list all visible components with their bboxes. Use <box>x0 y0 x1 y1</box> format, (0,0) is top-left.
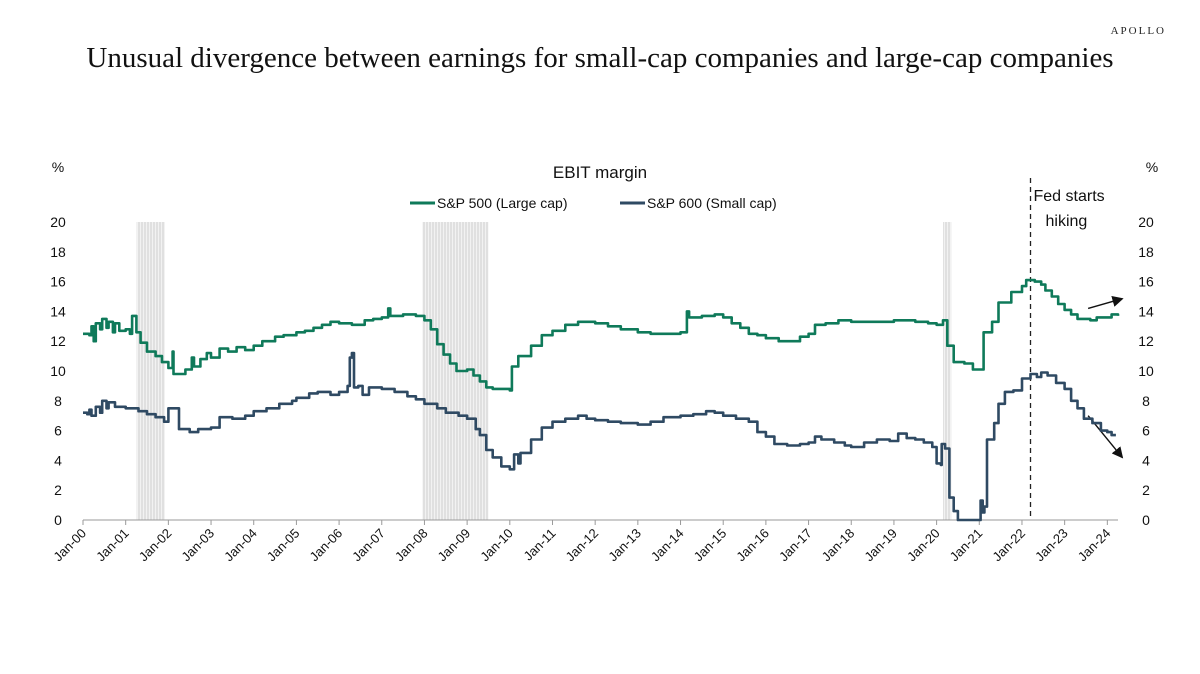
x-tick-Jan-06: Jan-06 <box>306 526 345 565</box>
annotation-text2-0: hiking <box>1046 213 1088 230</box>
x-tick-Jan-01: Jan-01 <box>93 526 132 565</box>
y-tick-right-14: 14 <box>1138 303 1154 319</box>
x-tick-Jan-00: Jan-00 <box>50 526 89 565</box>
chart-title: EBIT margin <box>553 163 647 182</box>
axis-ticks: 0 0 2 2 4 4 6 6 8 8 10 10 12 12 14 14 16 16 18 18 20 20 Jan-00… <box>50 214 1154 564</box>
recession-bands <box>136 222 952 520</box>
y-tick-right-16: 16 <box>1138 274 1154 290</box>
recession-band-2 <box>943 222 952 520</box>
x-tick-Jan-14: Jan-14 <box>648 526 687 565</box>
x-tick-Jan-07: Jan-07 <box>349 526 388 565</box>
trend-arrow-0 <box>1087 296 1124 310</box>
y-tick-left-20: 20 <box>50 214 66 230</box>
y-tick-right-6: 6 <box>1142 423 1150 439</box>
y-tick-left-8: 8 <box>54 393 62 409</box>
series-lines <box>83 278 1120 522</box>
legend-label-1: S&P 600 (Small cap) <box>647 195 777 211</box>
x-tick-Jan-24: Jan-24 <box>1075 526 1114 565</box>
x-tick-Jan-10: Jan-10 <box>477 526 516 565</box>
y-tick-right-4: 4 <box>1142 452 1150 468</box>
annotations: Fed starts hiking <box>1029 178 1124 520</box>
x-tick-Jan-15: Jan-15 <box>691 526 730 565</box>
series-line-1 <box>83 351 1116 522</box>
x-tick-Jan-03: Jan-03 <box>178 526 217 565</box>
recession-band-0 <box>136 222 165 520</box>
x-tick-Jan-12: Jan-12 <box>563 526 602 565</box>
y-tick-right-10: 10 <box>1138 363 1154 379</box>
x-tick-Jan-02: Jan-02 <box>136 526 175 565</box>
page-title: Unusual divergence between earnings for … <box>86 42 1114 74</box>
series-line-0 <box>83 278 1120 392</box>
y-tick-right-2: 2 <box>1142 482 1150 498</box>
x-tick-Jan-22: Jan-22 <box>989 526 1028 565</box>
y-tick-left-0: 0 <box>54 512 62 528</box>
x-tick-Jan-09: Jan-09 <box>435 526 474 565</box>
x-tick-Jan-05: Jan-05 <box>264 526 303 565</box>
y-tick-left-18: 18 <box>50 244 66 260</box>
annotation-text-0: Fed starts <box>1034 188 1105 205</box>
x-tick-Jan-21: Jan-21 <box>947 526 986 565</box>
y-tick-left-2: 2 <box>54 482 62 498</box>
y-tick-left-16: 16 <box>50 274 66 290</box>
y-tick-left-6: 6 <box>54 423 62 439</box>
y-tick-right-20: 20 <box>1138 214 1154 230</box>
brand-logo: APOLLO <box>1110 25 1166 37</box>
legend-label-0: S&P 500 (Large cap) <box>437 195 568 211</box>
y-tick-left-12: 12 <box>50 333 66 349</box>
x-tick-Jan-19: Jan-19 <box>861 526 900 565</box>
x-tick-Jan-23: Jan-23 <box>1032 526 1071 565</box>
x-tick-Jan-18: Jan-18 <box>819 526 858 565</box>
x-tick-Jan-17: Jan-17 <box>776 526 815 565</box>
y-tick-right-18: 18 <box>1138 244 1154 260</box>
y-tick-right-0: 0 <box>1142 512 1150 528</box>
x-tick-Jan-13: Jan-13 <box>605 526 644 565</box>
y-tick-left-14: 14 <box>50 303 66 319</box>
x-tick-Jan-04: Jan-04 <box>221 526 260 565</box>
x-tick-Jan-11: Jan-11 <box>521 526 559 564</box>
x-tick-Jan-20: Jan-20 <box>904 526 943 565</box>
left-axis-unit: % <box>52 159 64 175</box>
legend: S&P 500 (Large cap) S&P 600 (Small cap) <box>410 195 777 211</box>
y-tick-right-12: 12 <box>1138 333 1154 349</box>
y-tick-left-4: 4 <box>54 452 62 468</box>
right-axis-unit: % <box>1146 159 1158 175</box>
x-tick-Jan-08: Jan-08 <box>392 526 431 565</box>
y-tick-right-8: 8 <box>1142 393 1150 409</box>
y-tick-left-10: 10 <box>50 363 66 379</box>
x-tick-Jan-16: Jan-16 <box>733 526 772 565</box>
